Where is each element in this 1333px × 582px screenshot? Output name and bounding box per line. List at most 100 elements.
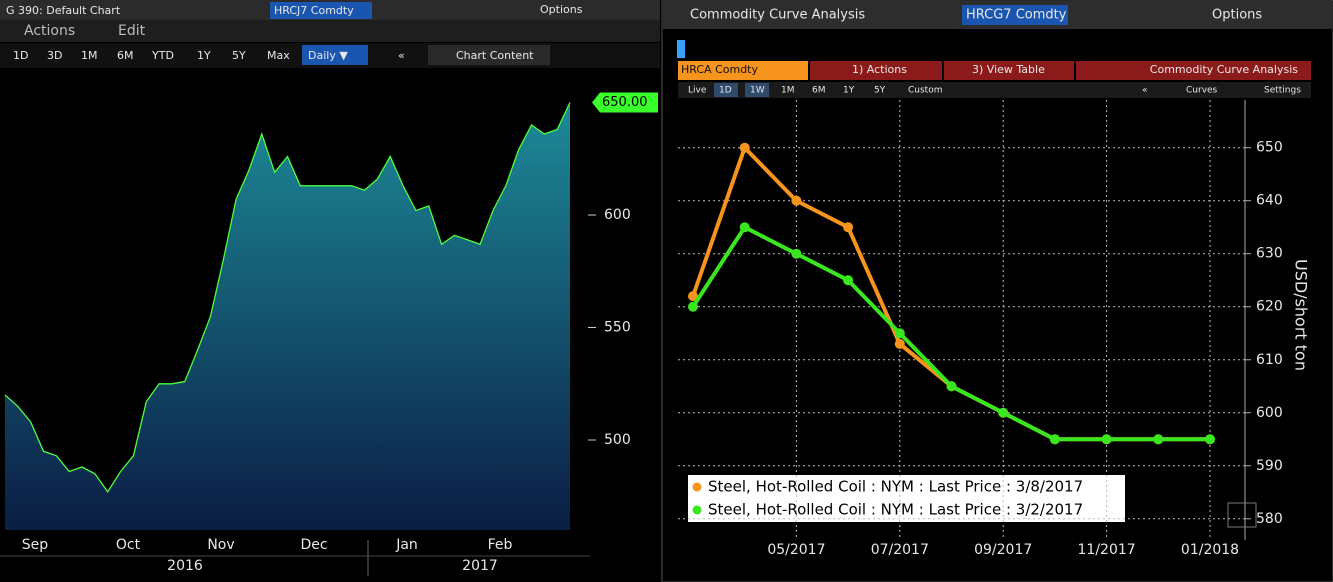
point [894,338,905,349]
legend-label: Steel, Hot-Rolled Coil : NYM : Last Pric… [708,478,1083,496]
point [739,222,750,233]
point [843,222,854,233]
point [1101,434,1112,445]
range-button[interactable]: Live [688,86,707,96]
chart-content[interactable]: Chart Content [456,49,534,62]
range-button[interactable]: 6M [117,49,134,62]
menu-item[interactable]: Actions [24,23,75,39]
range-bar [678,82,1311,98]
y-tick-label: 600 [604,207,631,223]
collapse[interactable]: « [398,49,405,62]
ticker-box[interactable] [270,2,372,19]
range-button[interactable]: 1M [81,49,98,62]
y-tick-label: 580 [1256,511,1283,527]
x-tick-label: Oct [116,537,141,553]
y-tick-label: 650 [1256,140,1283,156]
range-active[interactable] [714,83,738,97]
range-button[interactable]: 5Y [232,49,246,62]
security[interactable]: HRCA Comdty [681,63,758,76]
point [1205,434,1215,445]
point [739,142,750,153]
x-tick-label: Sep [22,537,49,553]
settings[interactable]: Settings [1264,86,1301,96]
ticker-box[interactable] [962,5,1068,25]
point [688,291,698,302]
legend-label: Steel, Hot-Rolled Coil : NYM : Last Pric… [708,501,1083,519]
range-button[interactable]: 1D [719,86,732,96]
cursor [677,40,685,58]
y-tick-label: 500 [604,432,631,448]
collapse[interactable]: « [1142,86,1148,96]
y-tick-label: 610 [1256,352,1283,368]
point [791,248,802,259]
x-tick-label: 09/2017 [974,542,1032,558]
options[interactable]: Options [1212,8,1262,23]
view-table-button[interactable] [944,61,1074,80]
y-tick-label: 620 [1256,299,1283,315]
range-button[interactable]: 3D [47,49,62,62]
frequency-box[interactable] [302,45,368,65]
range-button[interactable]: 1Y [197,49,211,62]
area [5,102,570,530]
x-tick-label: 01/2018 [1181,542,1239,558]
panel-title: Commodity Curve Analysis [690,8,865,23]
frequency[interactable]: Daily ▼ [308,49,348,62]
range-button[interactable]: Custom [908,86,942,96]
icon[interactable] [1227,502,1257,528]
line [4,102,571,493]
price-tag [592,92,658,113]
y-tick-label: 600 [1256,405,1283,421]
point [688,301,698,312]
actions[interactable]: 1) Actions [852,63,907,76]
x-tick-label: Nov [207,537,234,553]
range-button[interactable]: YTD [151,49,174,62]
legend [688,475,1125,522]
point [1049,434,1060,445]
x-tick-label: Feb [488,537,513,553]
y-tick-label: 550 [604,320,631,336]
function-name: Commodity Curve Analysis [1150,63,1298,76]
range-button[interactable]: 1M [781,86,795,96]
x-tick-label: Jan [395,537,418,553]
range-button[interactable]: 6M [812,86,826,96]
point [843,275,854,286]
y-tick-label: 630 [1256,246,1283,262]
options[interactable]: Options [540,3,583,16]
x-tick-label: 07/2017 [871,542,929,558]
year-label: 2016 [167,558,203,574]
view-table[interactable]: 3) View Table [972,63,1045,76]
point [1153,434,1164,445]
x-tick-label: 05/2017 [767,542,825,558]
range-active[interactable] [745,83,769,97]
point [894,328,905,339]
ticker[interactable]: HRCG7 Comdty [966,8,1067,23]
menu-item[interactable]: Edit [118,23,146,39]
y-axis-label: USD/short ton [1292,259,1311,371]
range-button[interactable]: 5Y [874,86,886,96]
panel-title: G 390: Default Chart [6,4,121,17]
range-button[interactable]: 1W [750,86,765,96]
security-box[interactable] [678,61,808,80]
price-label: 650.00 [602,95,648,110]
menu-bar [0,20,660,42]
point [998,407,1009,418]
ticker[interactable]: HRCJ7 Comdty [274,4,354,17]
x-tick-label: Dec [300,537,327,553]
legend-marker [692,482,702,492]
range-button[interactable]: 1D [13,49,28,62]
function-button[interactable] [1076,61,1311,80]
point [946,381,957,392]
y-tick-label: 640 [1256,193,1283,209]
point [791,195,802,206]
x-tick-label: 11/2017 [1078,542,1136,558]
range-button[interactable]: 1Y [843,86,855,96]
curves[interactable]: Curves [1186,86,1218,96]
range-button[interactable]: Max [267,49,290,62]
legend-marker [692,505,702,515]
year-label: 2017 [462,558,498,574]
chart-content-button[interactable] [428,45,550,65]
actions-button[interactable] [810,61,942,80]
y-tick-label: 590 [1256,458,1283,474]
